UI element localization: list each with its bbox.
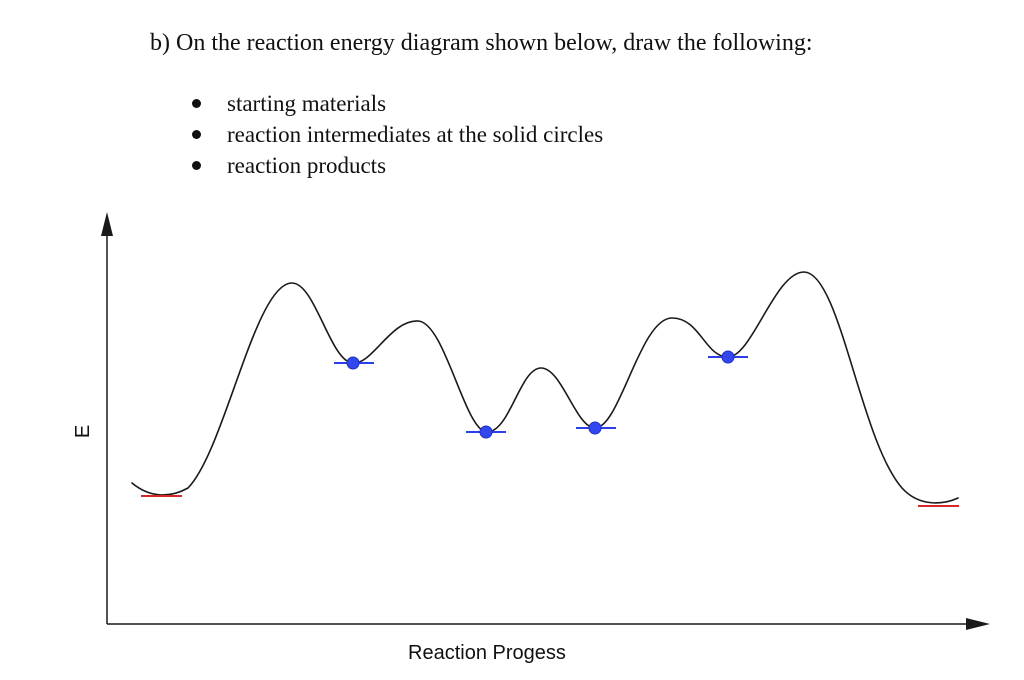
bullet-icon xyxy=(192,161,201,170)
intermediate-circle[interactable] xyxy=(479,425,493,439)
bullet-icon xyxy=(192,130,201,139)
intermediate-circle[interactable] xyxy=(346,356,360,370)
bullet-icon xyxy=(192,99,201,108)
question-prompt: b) On the reaction energy diagram shown … xyxy=(150,30,813,56)
intermediate-circle[interactable] xyxy=(721,350,735,364)
list-item-text: reaction products xyxy=(227,153,387,178)
x-axis-arrow-icon xyxy=(966,618,990,630)
list-item-text: reaction intermediates at the solid circ… xyxy=(227,122,604,147)
list-item-text: starting materials xyxy=(227,91,387,116)
x-axis-label: Reaction Progess xyxy=(408,642,566,664)
y-axis-label: E xyxy=(72,424,95,439)
y-axis-arrow-icon xyxy=(101,212,113,236)
energy-curve xyxy=(131,271,959,504)
intermediate-circle[interactable] xyxy=(588,421,602,435)
